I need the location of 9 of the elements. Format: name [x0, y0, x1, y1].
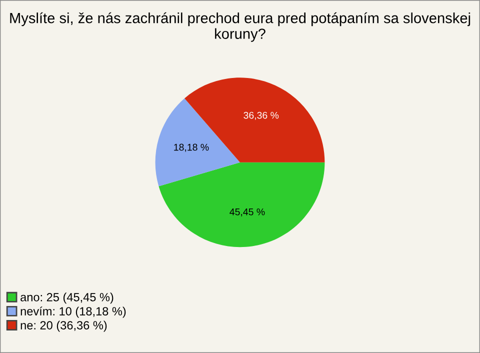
data-label: 45,45 % [230, 208, 265, 216]
legend-label: ano: 25 (45,45 %) [20, 292, 114, 304]
chart-title: Myslíte si, že nás zachránil prechod eura pred potápaním sa slovenskej koruny? [10, 12, 470, 42]
legend-label: nevím: 10 (18,18 %) [20, 306, 126, 318]
data-label: 18,18 % [174, 144, 209, 152]
legend-label: ne: 20 (36,36 %) [20, 320, 107, 332]
data-label: 36,36 % [244, 112, 279, 120]
pie-slice [158, 162, 325, 248]
pie-slice [155, 98, 240, 186]
